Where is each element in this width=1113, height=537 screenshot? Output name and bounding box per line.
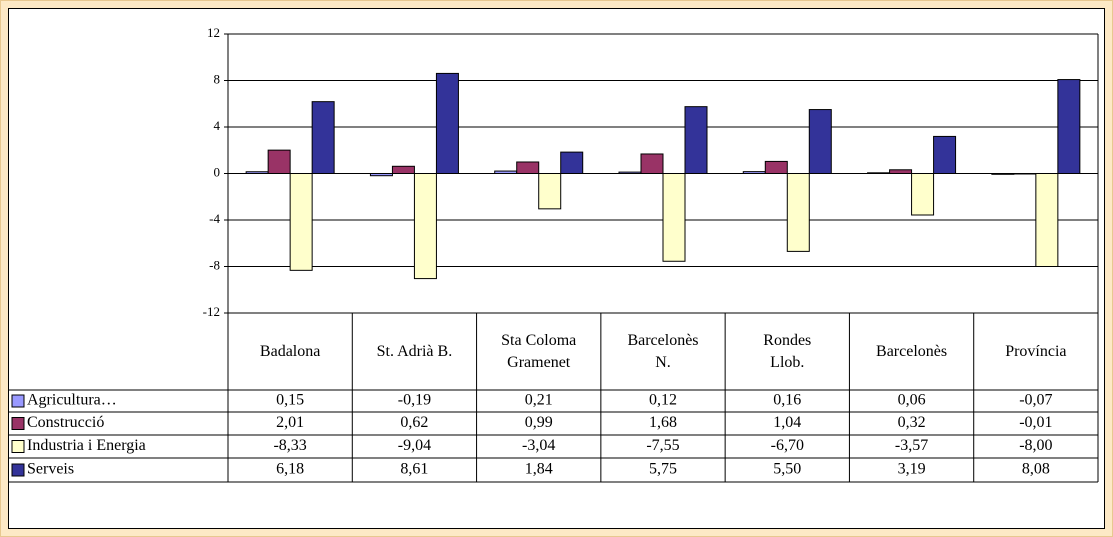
legend-label: Serveis [27,461,74,478]
bar [867,172,891,175]
bar [494,170,518,174]
table-value: -8,33 [273,437,306,454]
table-value: -0,01 [1019,414,1052,431]
table-value: 1,68 [649,414,677,431]
bar [684,106,708,174]
table-value: 0,12 [649,392,677,409]
y-tick-label: -4 [209,211,220,226]
table-value: -3,04 [522,437,555,454]
table-value: 0,99 [525,414,553,431]
bar [413,173,437,280]
legend-key [11,440,25,453]
bar [662,173,686,262]
bar [311,101,335,174]
bar [369,173,393,177]
bar [289,173,313,271]
table-value: 2,01 [276,414,304,431]
bar [933,135,957,174]
bar [560,151,584,174]
bar [245,171,269,175]
bar [1013,173,1037,175]
table-value: -8,00 [1019,437,1052,454]
legend-key [11,417,25,430]
bar [764,160,788,175]
table-value: 0,06 [898,392,926,409]
table-value: 0,32 [898,414,926,431]
table-value: 0,16 [773,392,801,409]
y-tick-label: 4 [214,118,221,133]
legend-key [11,463,25,477]
bar [618,171,642,174]
x-tick-label: Rondes Llob. [763,332,811,371]
table-value: 1,84 [525,461,553,478]
legend-label: Industria i Energia [27,437,146,454]
legend-label: Construcció [27,414,104,431]
x-tick-label: Barcelonès [876,343,947,360]
table-value: 5,75 [649,461,677,478]
chart-area [8,8,1105,529]
x-tick-label: Barcelonès N. [627,332,698,371]
table-value: 3,19 [898,461,926,478]
table-value: 8,08 [1022,461,1050,478]
x-tick-label: Província [1005,343,1066,360]
legend-label: Agricultura… [27,392,117,409]
table-value: -7,55 [646,437,679,454]
bar [1057,79,1081,174]
x-tick-label: Badalona [260,343,320,360]
y-tick-label: -12 [203,304,220,319]
bar [538,173,562,210]
table-value: 0,15 [276,392,304,409]
table-value: -0,19 [398,392,431,409]
table-value: -3,57 [895,437,928,454]
bar [640,153,664,175]
bar [391,165,415,174]
y-tick-label: -8 [209,257,220,272]
y-tick-label: 12 [207,25,220,40]
table-value: -9,04 [398,437,431,454]
y-tick-label: 0 [214,164,221,179]
bar [1035,173,1059,267]
bar [808,109,832,174]
bar [991,173,1015,175]
table-value: 0,62 [400,414,428,431]
table-value: 6,18 [276,461,304,478]
x-tick-label: Sta Coloma Gramenet [501,332,576,371]
table-value: 1,04 [773,414,801,431]
legend-key [11,394,25,408]
table-value: 8,61 [400,461,428,478]
y-tick-label: 8 [214,71,221,86]
table-value: -6,70 [771,437,804,454]
table-value: 0,21 [525,392,553,409]
bar [435,72,459,174]
bar [742,171,766,174]
table-value: -0,07 [1019,392,1052,409]
table-value: 5,50 [773,461,801,478]
bar [516,161,540,175]
bar [889,169,913,174]
bar [786,173,810,252]
x-tick-label: St. Adrià B. [377,343,453,360]
bar [911,173,935,216]
bar [267,149,291,174]
